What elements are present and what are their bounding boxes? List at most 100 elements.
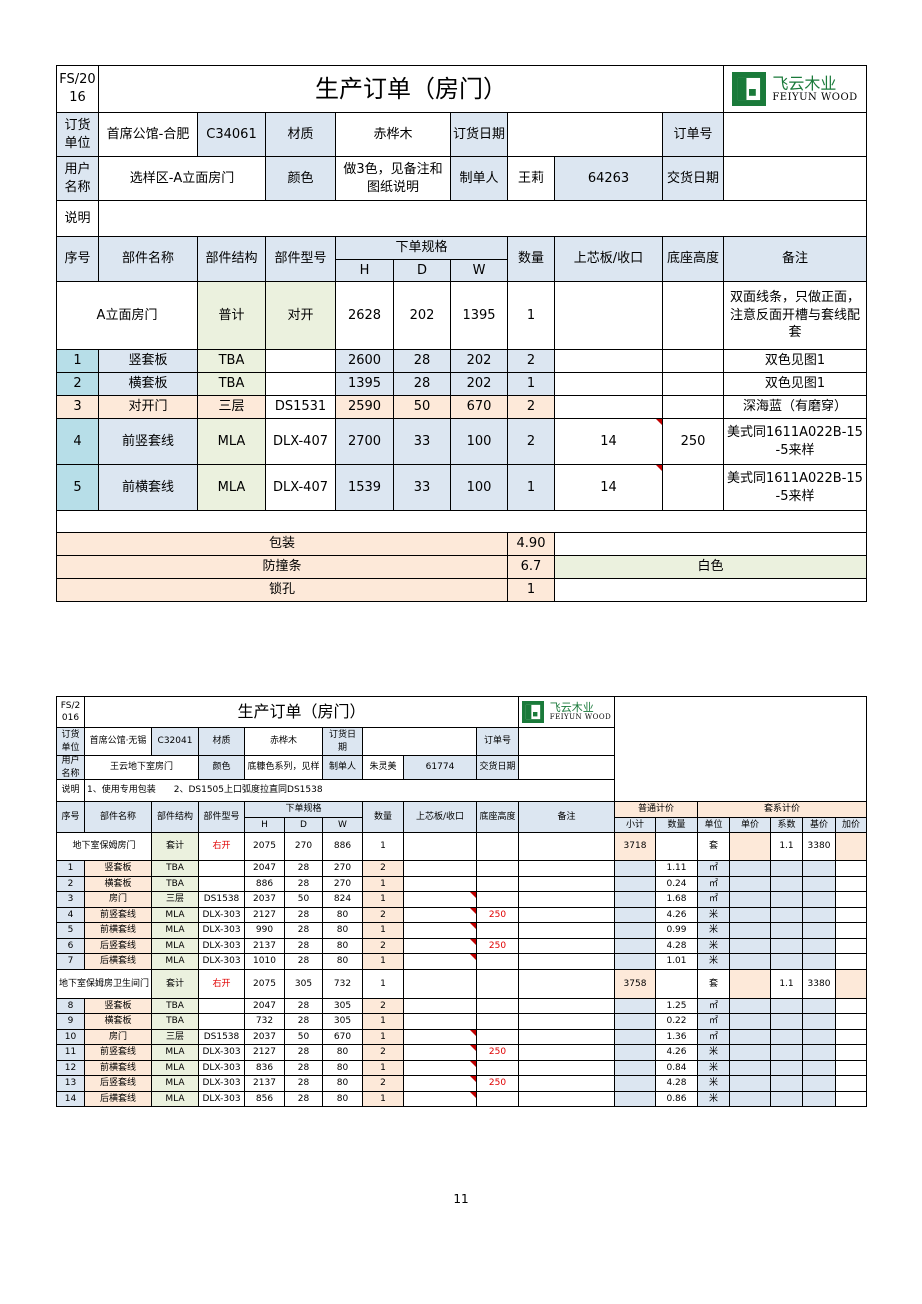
item-cell: 1.01	[655, 953, 698, 970]
item-cell	[729, 922, 771, 939]
group-cell: 1.1	[770, 969, 803, 999]
cell: 1395	[450, 281, 508, 350]
logo-en: FEIYUN WOOD	[549, 713, 612, 722]
item-cell	[198, 860, 245, 877]
item-cell: 50	[284, 891, 323, 908]
item-cell: 80	[322, 938, 363, 954]
cell: 4.90	[507, 532, 555, 556]
item-cell	[662, 395, 724, 419]
item-cell: 80	[322, 922, 363, 939]
item-cell: TBA	[151, 876, 199, 892]
item-cell: 美式同1611A022B-15-5来样	[723, 464, 867, 511]
item-cell	[198, 876, 245, 892]
item-cell	[662, 349, 724, 373]
item-cell: 1	[362, 1060, 404, 1076]
item-cell	[770, 922, 803, 939]
item-cell: MLA	[151, 1091, 199, 1107]
item-cell: 1.25	[655, 998, 698, 1014]
group-cell: 3380	[802, 969, 836, 999]
item-cell: 80	[322, 907, 363, 923]
comment-marker	[470, 892, 476, 898]
item-cell: ㎡	[697, 1013, 730, 1030]
item-cell: 305	[322, 1013, 363, 1030]
logo-cell: 飞云木业 FEIYUN WOOD	[723, 65, 867, 113]
item-cell: TBA	[151, 1013, 199, 1030]
item-cell: 80	[322, 1044, 363, 1061]
item-cell: 2	[362, 1075, 404, 1092]
item-cell: 米	[697, 907, 730, 923]
header: W	[322, 817, 363, 833]
header: 小计	[614, 817, 656, 833]
item-cell	[403, 876, 477, 892]
item-cell	[835, 891, 867, 908]
group-cell	[403, 969, 477, 999]
note: 1、使用专用包装	[87, 785, 156, 796]
item-cell	[518, 1091, 615, 1107]
item-cell	[476, 1091, 519, 1107]
item-cell: 1539	[335, 464, 394, 511]
group-cell: 套计	[151, 832, 199, 861]
item-cell: MLA	[151, 938, 199, 954]
item-cell	[403, 907, 477, 923]
item-cell	[729, 1091, 771, 1107]
item-cell	[614, 907, 656, 923]
cell: A立面房门	[56, 281, 198, 350]
item-cell: 100	[450, 464, 508, 511]
item-cell	[729, 998, 771, 1014]
item-cell: 1	[56, 860, 85, 877]
item-cell: 28	[284, 1060, 323, 1076]
group-cell	[655, 832, 698, 861]
header: 系数	[770, 817, 803, 833]
item-cell	[476, 922, 519, 939]
item-cell	[614, 998, 656, 1014]
item-cell: 2700	[335, 418, 394, 465]
item-cell	[403, 1044, 477, 1061]
item-cell: 14	[554, 464, 663, 511]
cell: 说明	[56, 200, 99, 237]
item-cell: ㎡	[697, 891, 730, 908]
cell: 锁孔	[56, 578, 508, 602]
item-cell: DLX-407	[265, 418, 336, 465]
item-cell: DLX-303	[198, 1075, 245, 1092]
item-cell: 28	[284, 953, 323, 970]
item-cell	[802, 922, 836, 939]
item-cell	[518, 953, 615, 970]
item-cell	[265, 372, 336, 396]
group-cell: 2075	[244, 832, 285, 861]
item-cell: 横套板	[98, 372, 198, 396]
item-cell	[770, 1044, 803, 1061]
item-cell	[554, 395, 663, 419]
item-cell: DS1538	[198, 891, 245, 908]
group-cell: 1.1	[770, 832, 803, 861]
item-cell: 5	[56, 464, 99, 511]
cell: 王莉	[507, 156, 555, 201]
item-cell: 2	[362, 1044, 404, 1061]
item-cell: TBA	[197, 349, 266, 373]
item-cell: 80	[322, 1091, 363, 1107]
item-cell	[614, 1091, 656, 1107]
cell: 赤桦木	[244, 727, 323, 756]
cell: 订单号	[662, 112, 724, 157]
cell	[662, 281, 724, 350]
header: 数量	[362, 801, 404, 833]
title: 生产订单（房门）	[84, 696, 519, 728]
item-cell	[802, 891, 836, 908]
item-cell	[802, 1060, 836, 1076]
item-cell: 1	[507, 464, 555, 511]
item-cell: 80	[322, 1075, 363, 1092]
item-cell	[835, 907, 867, 923]
item-cell: 33	[393, 464, 451, 511]
cell: 颜色	[265, 156, 336, 201]
cell	[554, 532, 867, 556]
item-cell	[835, 1013, 867, 1030]
cell	[723, 112, 867, 157]
item-cell	[802, 907, 836, 923]
form-no: FS/2016	[56, 696, 85, 728]
item-cell: 1.36	[655, 1029, 698, 1045]
item-cell	[802, 998, 836, 1014]
cell: 订货日期	[322, 727, 363, 756]
group-cell	[835, 832, 867, 861]
item-cell: 1	[362, 876, 404, 892]
group-cell: 右开	[198, 969, 245, 999]
item-cell	[662, 464, 724, 511]
